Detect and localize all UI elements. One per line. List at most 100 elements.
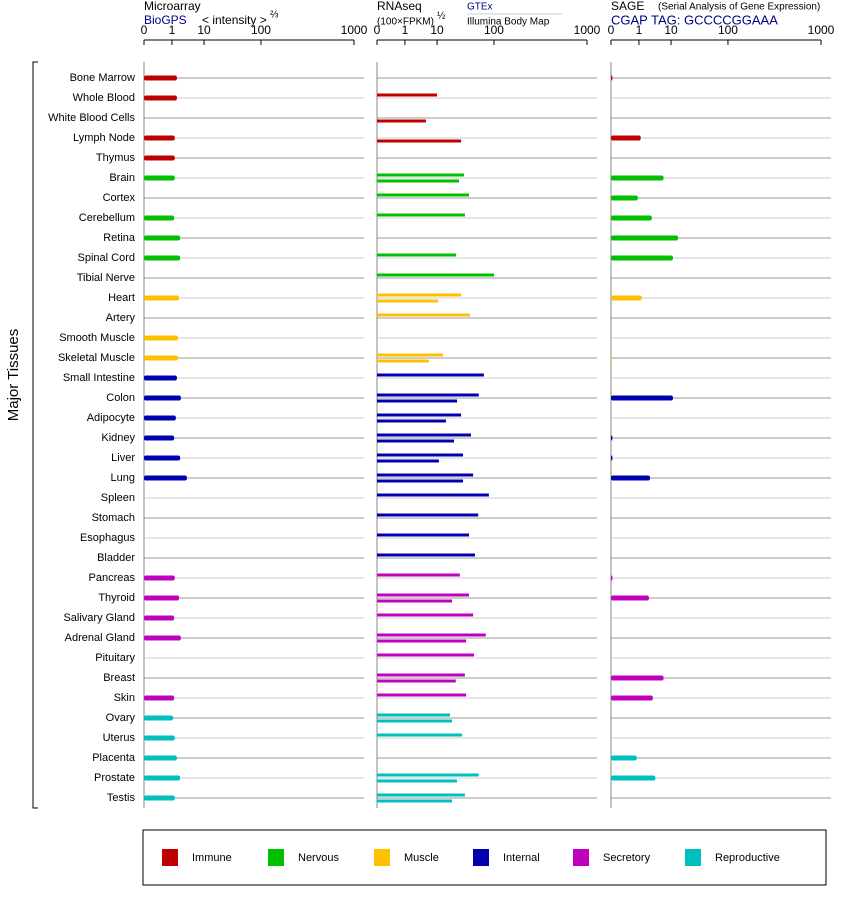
bar [377,713,451,717]
bar [377,773,479,777]
bar [377,693,467,697]
bar [144,795,175,801]
bar [377,733,463,737]
x-tick-label: 10 [197,23,211,37]
axis-exponent: ⅔ [270,10,279,21]
bar [377,373,484,377]
bar [144,435,175,441]
bar [611,475,650,481]
bar [144,615,175,621]
series-label: GTEx [467,2,493,13]
bar [377,719,453,723]
series-label: Illumina Body Map [467,17,550,28]
bar [377,593,469,597]
legend-swatch [573,849,589,866]
legend-box [142,829,827,886]
bar [611,235,679,241]
bar [377,273,494,277]
bar [377,353,444,357]
bar [144,395,181,401]
category-label: Thyroid [98,592,135,604]
legend-swatch [374,849,390,866]
legend-label: Nervous [298,852,339,864]
bar [377,179,460,183]
axis-label: CGAP TAG: GCCCCGGAAA [611,12,778,27]
axis-label: (100×FPKM) [377,17,434,28]
bar [377,453,463,457]
bar [377,393,479,397]
legend-label: Muscle [404,852,439,864]
bar [144,235,181,241]
bar [611,255,673,261]
bar [377,459,439,463]
x-tick-label: 10 [664,23,678,37]
category-label: Uterus [103,732,136,744]
category-label: Adrenal Gland [65,632,135,644]
category-label: Smooth Muscle [59,332,135,344]
panel-title: Microarray [144,0,201,13]
bar [611,595,649,601]
bar [611,215,652,221]
bracket [32,61,38,809]
category-label: Cortex [103,192,136,204]
bar [377,139,462,143]
x-tick-label: 100 [484,23,504,37]
bar [377,213,465,217]
panel-title: SAGE [611,0,644,13]
bar [377,779,458,783]
bar [377,193,469,197]
x-tick-label: 0 [608,23,615,37]
bar [144,735,175,741]
category-label: Spinal Cord [78,252,135,264]
bar [377,253,457,257]
panel-title: RNAseq [377,0,422,13]
bar [377,439,455,443]
category-label: Skeletal Muscle [58,352,135,364]
category-label: Adipocyte [87,412,135,424]
category-label: Whole Blood [73,92,135,104]
bar [611,355,612,361]
category-label: Prostate [94,772,135,784]
bar [611,755,637,761]
category-label: Thymus [96,152,136,164]
legend-label: Internal [503,852,540,864]
axis-label: < intensity > [202,13,267,27]
bar [377,419,446,423]
category-label: Tibial Nerve [77,272,135,284]
category-label: Ovary [106,712,136,724]
bar [377,679,456,683]
bar [377,473,474,477]
bar [377,673,465,677]
bar [377,533,469,537]
category-label: Lymph Node [73,132,135,144]
bar [377,639,467,643]
bar [377,119,426,123]
bar [611,575,613,581]
bar [377,493,489,497]
category-label: Cerebellum [79,212,135,224]
bar [144,415,176,421]
bar [611,395,673,401]
bar [377,313,470,317]
bar [144,455,181,461]
category-label: Small Intestine [63,372,135,384]
bar [144,475,187,481]
bar [144,375,177,381]
bar [144,595,180,601]
panel-subtitle: BioGPS [144,13,187,27]
legend-swatch [685,849,701,866]
bar [377,799,453,803]
x-tick-label: 100 [718,23,738,37]
bar [144,575,175,581]
panel-subtitle: (Serial Analysis of Gene Expression) [658,2,820,13]
x-tick-label: 1000 [808,23,835,37]
bar [377,633,486,637]
bar [144,155,175,161]
bar [377,293,462,297]
bar [377,413,462,417]
x-tick-label: 1 [402,23,409,37]
x-tick-label: 0 [374,23,381,37]
bar [377,653,475,657]
bar [144,95,177,101]
